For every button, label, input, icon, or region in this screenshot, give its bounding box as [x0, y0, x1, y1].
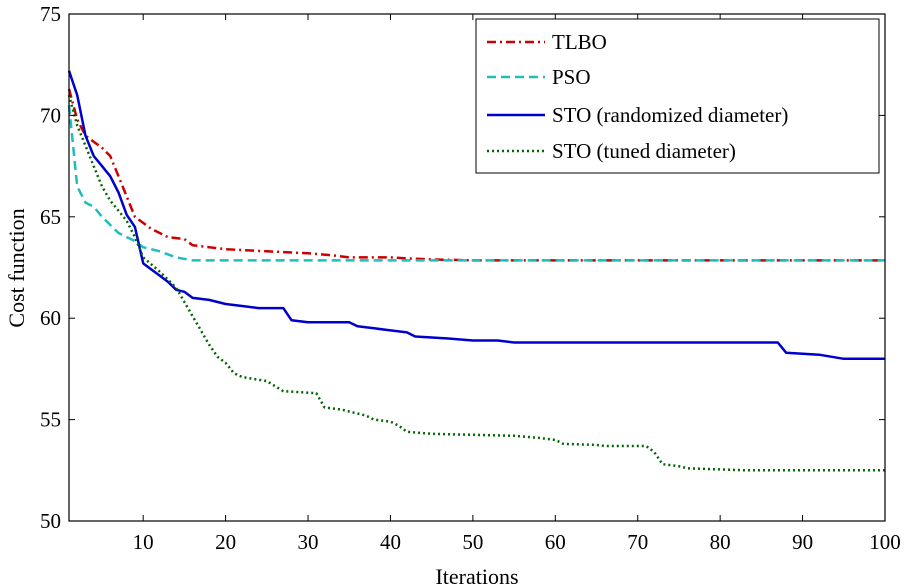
y-tick-label: 60	[40, 306, 61, 330]
plot-frame	[68, 13, 886, 522]
x-tick-label: 60	[545, 530, 566, 554]
series-line-sto-tuned-diameter	[67, 94, 885, 472]
x-tick-label: 80	[710, 530, 731, 554]
y-tick-label: 75	[40, 2, 61, 26]
legend-label-sto-randomized: STO (randomized diameter)	[552, 103, 788, 127]
series-line-pso	[67, 105, 885, 262]
series-layer	[67, 70, 885, 472]
tick-layer: 10 20 30 40 50 60 70 80 90 100 50 55 60 65 70 75	[40, 2, 901, 554]
x-tick-label: 90	[792, 530, 813, 554]
x-tick-label: 20	[215, 530, 236, 554]
x-tick-label: 100	[869, 530, 901, 554]
legend: TLBO PSO STO (randomized diameter) STO (…	[475, 18, 880, 174]
series-line-tlbo	[67, 88, 885, 262]
y-tick-label: 55	[40, 408, 61, 432]
series-line-sto-randomized-diameter	[67, 70, 885, 361]
x-tick-label: 40	[380, 530, 401, 554]
y-tick-label: 65	[40, 205, 61, 229]
x-tick-label: 10	[133, 530, 154, 554]
legend-label-pso: PSO	[552, 65, 591, 89]
y-tick-label: 50	[40, 509, 61, 533]
legend-box	[475, 18, 880, 174]
y-tick-label: 70	[40, 103, 61, 127]
x-tick-label: 50	[462, 530, 483, 554]
x-tick-label: 70	[627, 530, 648, 554]
y-axis-label: Cost function	[4, 208, 29, 327]
x-tick-label: 30	[298, 530, 319, 554]
legend-label-sto-tuned: STO (tuned diameter)	[552, 139, 736, 163]
legend-label-tlbo: TLBO	[552, 30, 607, 54]
x-axis-label: Iterations	[435, 564, 518, 588]
